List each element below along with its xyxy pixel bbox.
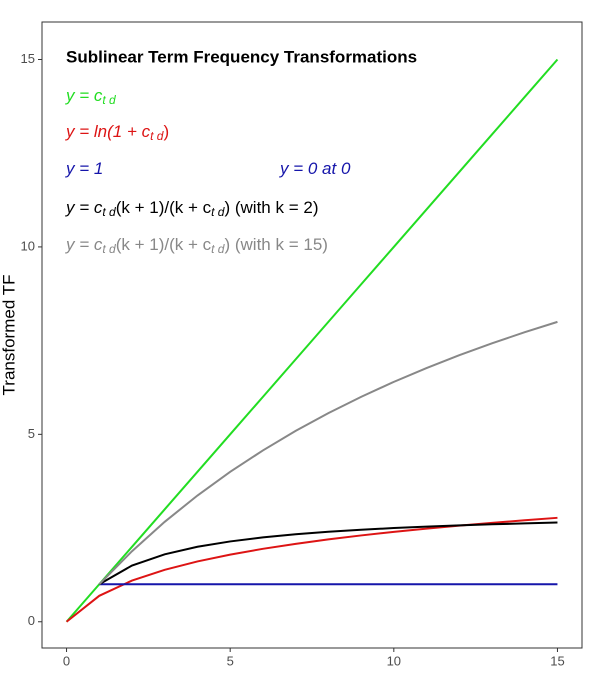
- y-tick-label: 15: [21, 51, 35, 66]
- chart-title: Sublinear Term Frequency Transformations: [66, 47, 417, 66]
- annotation-subscript: t d: [211, 242, 225, 256]
- x-tick-label: 5: [227, 653, 234, 668]
- annotation-text: y = 0 at 0: [279, 159, 351, 178]
- annotation-text: y = c: [65, 198, 103, 217]
- annotation-text: ) (with k = 15): [224, 235, 327, 254]
- annotation-subscript: t d: [211, 205, 225, 219]
- annotation-subscript: t d: [102, 93, 116, 107]
- x-tick-label: 10: [387, 653, 401, 668]
- annotation: y = ln(1 + ct d): [65, 122, 169, 143]
- annotation-subscript: t d: [102, 205, 116, 219]
- annotation-text: ) (with k = 2): [224, 198, 318, 217]
- annotation-text: ): [163, 122, 169, 141]
- x-tick-label: 0: [63, 653, 70, 668]
- annotation: y = 1: [65, 159, 103, 178]
- annotation-text: y = ln(1 + c: [65, 122, 151, 141]
- annotation-text: (k + 1)/(k + c: [116, 198, 212, 217]
- annotation-text: (k + 1)/(k + c: [116, 235, 212, 254]
- y-axis-label: Transformed TF: [0, 275, 18, 396]
- y-tick-label: 0: [28, 613, 35, 628]
- y-tick-label: 10: [21, 238, 35, 253]
- x-tick-label: 15: [550, 653, 564, 668]
- annotation: y = ct d(k + 1)/(k + ct d) (with k = 15): [65, 235, 328, 256]
- annotation-subscript: t d: [102, 242, 116, 256]
- annotation-text: y = c: [65, 235, 103, 254]
- annotation-subscript: t d: [150, 129, 164, 143]
- panel-border: [41, 21, 583, 649]
- annotation-text: y = 1: [65, 159, 103, 178]
- annotation: y = ct d: [65, 86, 116, 107]
- line-series: [98, 521, 558, 586]
- y-tick-label: 5: [28, 426, 35, 441]
- annotation: y = ct d(k + 1)/(k + ct d) (with k = 2): [65, 198, 318, 219]
- annotation-text: y = c: [65, 86, 103, 105]
- line-series: [98, 320, 558, 585]
- annotation: y = 0 at 0: [279, 159, 351, 178]
- line-series: [65, 58, 559, 623]
